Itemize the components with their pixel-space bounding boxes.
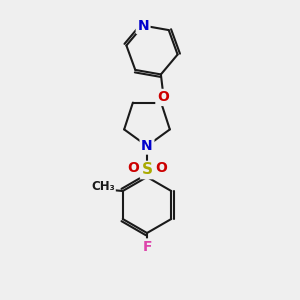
Text: CH₃: CH₃ xyxy=(91,181,115,194)
Text: O: O xyxy=(155,161,167,175)
Text: F: F xyxy=(142,240,152,254)
Text: O: O xyxy=(127,161,139,175)
Text: O: O xyxy=(157,90,169,104)
Text: S: S xyxy=(142,163,152,178)
Text: N: N xyxy=(141,139,153,153)
Text: N: N xyxy=(137,19,149,33)
